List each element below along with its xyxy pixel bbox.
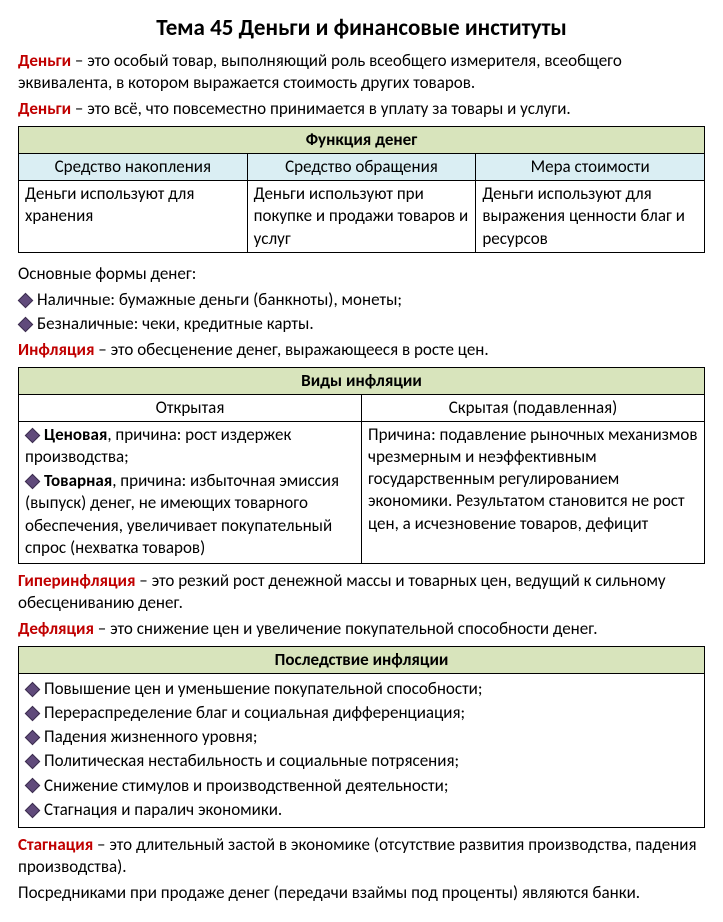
consequences-header: Последствие инфляции — [19, 647, 704, 674]
consequences-item-1: Перераспределение благ и социальная дифф… — [25, 702, 698, 724]
consequences-item-4: Снижение стимулов и производственной дея… — [25, 775, 698, 797]
table2-left-b2: Товарная, причина: избыточная эмиссия (в… — [25, 470, 355, 558]
tail-text: Посредниками при продаже денег (передачи… — [18, 882, 705, 904]
table1-col-2: Мера стоимости — [476, 154, 705, 181]
table2-left: Ценовая, причина: рост издержек производ… — [19, 422, 362, 564]
forms-item-2-text: Безналичные: чеки, кредитные карты. — [37, 313, 314, 334]
def-stagnation: Стагнация – это длительный застой в экон… — [18, 834, 705, 878]
def-inflation: Инфляция – это обесценение денег, выража… — [18, 339, 705, 361]
forms-item-1-text: Наличные: бумажные деньги (банкноты), мо… — [37, 289, 402, 310]
term-money-1: Деньги — [18, 50, 71, 71]
diamond-icon — [25, 778, 41, 794]
term-hyperinflation: Гиперинфляция — [18, 570, 135, 591]
def-money-2-text: – это всё, что повсеместно принимается в… — [71, 98, 571, 119]
def-deflation-text: – это снижение цен и увеличение покупате… — [94, 618, 598, 639]
consequences-item-5-text: Стагнация и паралич экономики. — [44, 799, 282, 820]
forms-item-2: Безналичные: чеки, кредитные карты. — [18, 313, 705, 335]
table2-header: Виды инфляции — [19, 368, 705, 395]
table2-left-b1-bold: Ценовая — [44, 424, 107, 445]
table2-col-1: Скрытая (подавленная) — [362, 395, 705, 422]
diamond-icon — [25, 802, 41, 818]
diamond-icon — [25, 730, 41, 746]
page-title: Тема 45 Деньги и финансовые институты — [18, 14, 705, 44]
term-deflation: Дефляция — [18, 618, 94, 639]
consequences-item-3-text: Политическая нестабильность и социальные… — [44, 750, 459, 771]
table1-header: Функция денег — [19, 127, 705, 154]
table1-cell-1: Деньги используют при покупке и продажи … — [247, 181, 476, 252]
consequences-body: Повышение цен и уменьшение покупательной… — [19, 674, 704, 827]
diamond-icon — [18, 292, 34, 308]
table2-col-0: Открытая — [19, 395, 362, 422]
def-money-1-text: – это особый товар, выполняющий роль все… — [18, 50, 622, 93]
term-inflation: Инфляция — [18, 339, 94, 360]
diamond-icon — [25, 682, 41, 698]
consequences-item-0-text: Повышение цен и уменьшение покупательной… — [44, 678, 482, 699]
def-hyperinflation: Гиперинфляция – это резкий рост денежной… — [18, 570, 705, 614]
def-inflation-text: – это обесценение денег, выражающееся в … — [94, 339, 488, 360]
table-money-functions: Функция денег Средство накопления Средст… — [18, 126, 705, 252]
table1-cell-0: Деньги используют для хранения — [19, 181, 248, 252]
consequences-item-0: Повышение цен и уменьшение покупательной… — [25, 678, 698, 700]
diamond-icon — [25, 706, 41, 722]
table2-left-b1: Ценовая, причина: рост издержек производ… — [25, 424, 355, 468]
def-money-1: Деньги – это особый товар, выполняющий р… — [18, 50, 705, 94]
def-deflation: Дефляция – это снижение цен и увеличение… — [18, 618, 705, 640]
forms-item-1: Наличные: бумажные деньги (банкноты), мо… — [18, 289, 705, 311]
table2-right: Причина: подавление рыночных механизмов … — [362, 422, 705, 564]
table2-left-b2-bold: Товарная — [44, 470, 112, 491]
table1-col-0: Средство накопления — [19, 154, 248, 181]
diamond-icon — [25, 474, 41, 490]
table-inflation-types: Виды инфляции Открытая Скрытая (подавлен… — [18, 367, 705, 564]
diamond-icon — [18, 316, 34, 332]
table1-col-1: Средство обращения — [247, 154, 476, 181]
consequences-item-5: Стагнация и паралич экономики. — [25, 799, 698, 821]
def-stagnation-text: – это длительный застой в экономике (отс… — [18, 834, 697, 877]
forms-intro: Основные формы денег: — [18, 263, 705, 285]
diamond-icon — [25, 754, 41, 770]
consequences-item-3: Политическая нестабильность и социальные… — [25, 750, 698, 772]
def-money-2: Деньги – это всё, что повсеместно приним… — [18, 98, 705, 120]
term-stagnation: Стагнация — [18, 834, 93, 855]
consequences-item-4-text: Снижение стимулов и производственной дея… — [44, 775, 448, 796]
consequences-item-1-text: Перераспределение благ и социальная дифф… — [44, 702, 465, 723]
term-money-2: Деньги — [18, 98, 71, 119]
table1-cell-2: Деньги используют для выражения ценности… — [476, 181, 705, 252]
diamond-icon — [25, 428, 41, 444]
consequences-item-2-text: Падения жизненного уровня; — [44, 726, 257, 747]
box-consequences: Последствие инфляции Повышение цен и уме… — [18, 646, 705, 828]
consequences-item-2: Падения жизненного уровня; — [25, 726, 698, 748]
